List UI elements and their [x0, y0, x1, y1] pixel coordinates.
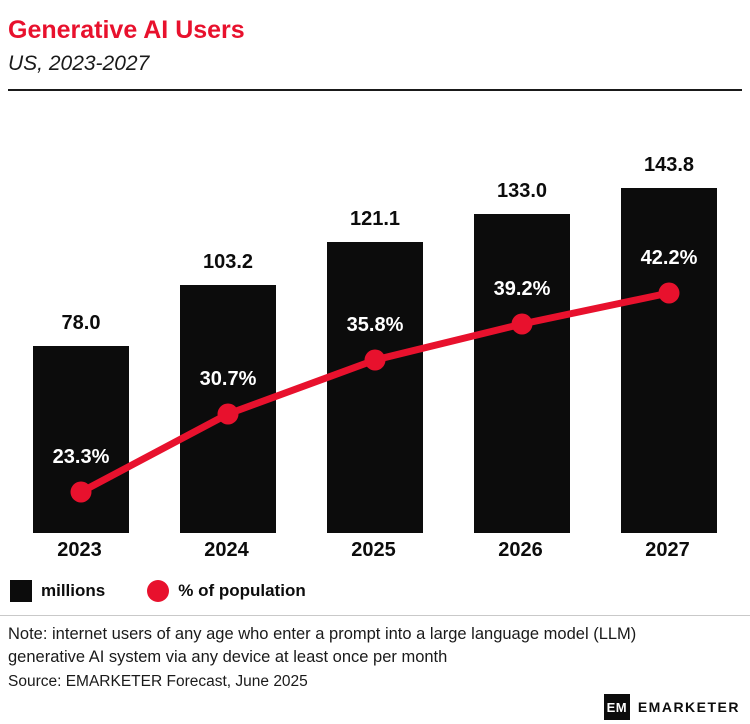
- trend-dot-2024: [217, 403, 239, 425]
- chart-source: Source: EMARKETER Forecast, June 2025: [8, 673, 308, 691]
- legend-item-population: % of population: [147, 579, 306, 602]
- x-axis-label-2026: 2026: [498, 538, 543, 561]
- chart-subtitle: US, 2023-2027: [8, 51, 150, 75]
- trend-dot-2026: [511, 313, 533, 335]
- line-swatch-icon: [147, 579, 170, 602]
- bar-swatch-icon: [10, 579, 32, 602]
- trend-dot-2027: [658, 282, 680, 304]
- bar-value-label: 103.2: [202, 250, 254, 273]
- pct-label: 42.2%: [640, 246, 698, 269]
- brand-name: EMARKETER: [637, 699, 740, 716]
- trend-dot-2023: [70, 481, 92, 503]
- brand-lockup: EM EMARKETER: [0, 694, 750, 721]
- legend-item-millions: millions: [10, 579, 106, 602]
- pct-label: 30.7%: [199, 367, 257, 390]
- trend-dot-2025: [364, 349, 386, 371]
- header-divider: [8, 88, 742, 91]
- brand-footer: EM EMARKETER: [0, 694, 750, 724]
- chart-plot-area: 78.0 103.2 121.1 133.0 143.8 23.3% 30.7% 35.8% 3…: [0, 111, 750, 533]
- bar-value-label: 143.8: [643, 153, 695, 176]
- x-axis-label-2023: 2023: [57, 538, 102, 561]
- pct-label: 39.2%: [493, 277, 551, 300]
- legend-label-population: % of population: [178, 580, 306, 600]
- legend-label-millions: millions: [41, 580, 106, 600]
- pct-label: 23.3%: [52, 445, 110, 468]
- emarketer-logo-icon: EM: [603, 694, 630, 721]
- chart-note: Note: internet users of any age who ente…: [0, 616, 750, 669]
- note-line-2: generative AI system via any device at l…: [8, 647, 448, 666]
- chart-title: Generative AI Users: [8, 16, 245, 44]
- bar-2025: [327, 241, 423, 533]
- bar-value-label: 78.0: [61, 311, 101, 334]
- x-axis-label-2025: 2025: [351, 538, 396, 561]
- trend-line-layer: [70, 282, 680, 503]
- x-axis-label-2024: 2024: [204, 538, 249, 561]
- bar-value-label: 121.1: [349, 207, 401, 230]
- chart-legend: millions % of population: [0, 579, 750, 603]
- bar-2027: [621, 187, 717, 533]
- chart-header: Generative AI Users US, 2023-2027: [0, 0, 750, 91]
- x-axis-label-2027: 2027: [645, 538, 690, 561]
- note-line-1: Note: internet users of any age who ente…: [8, 624, 637, 643]
- x-axis: 2023 2024 2025 2026 2027: [0, 539, 750, 565]
- pct-label: 35.8%: [346, 313, 404, 336]
- bar-value-label: 133.0: [496, 179, 548, 202]
- note-divider: [0, 614, 750, 616]
- bar-2026: [474, 213, 570, 533]
